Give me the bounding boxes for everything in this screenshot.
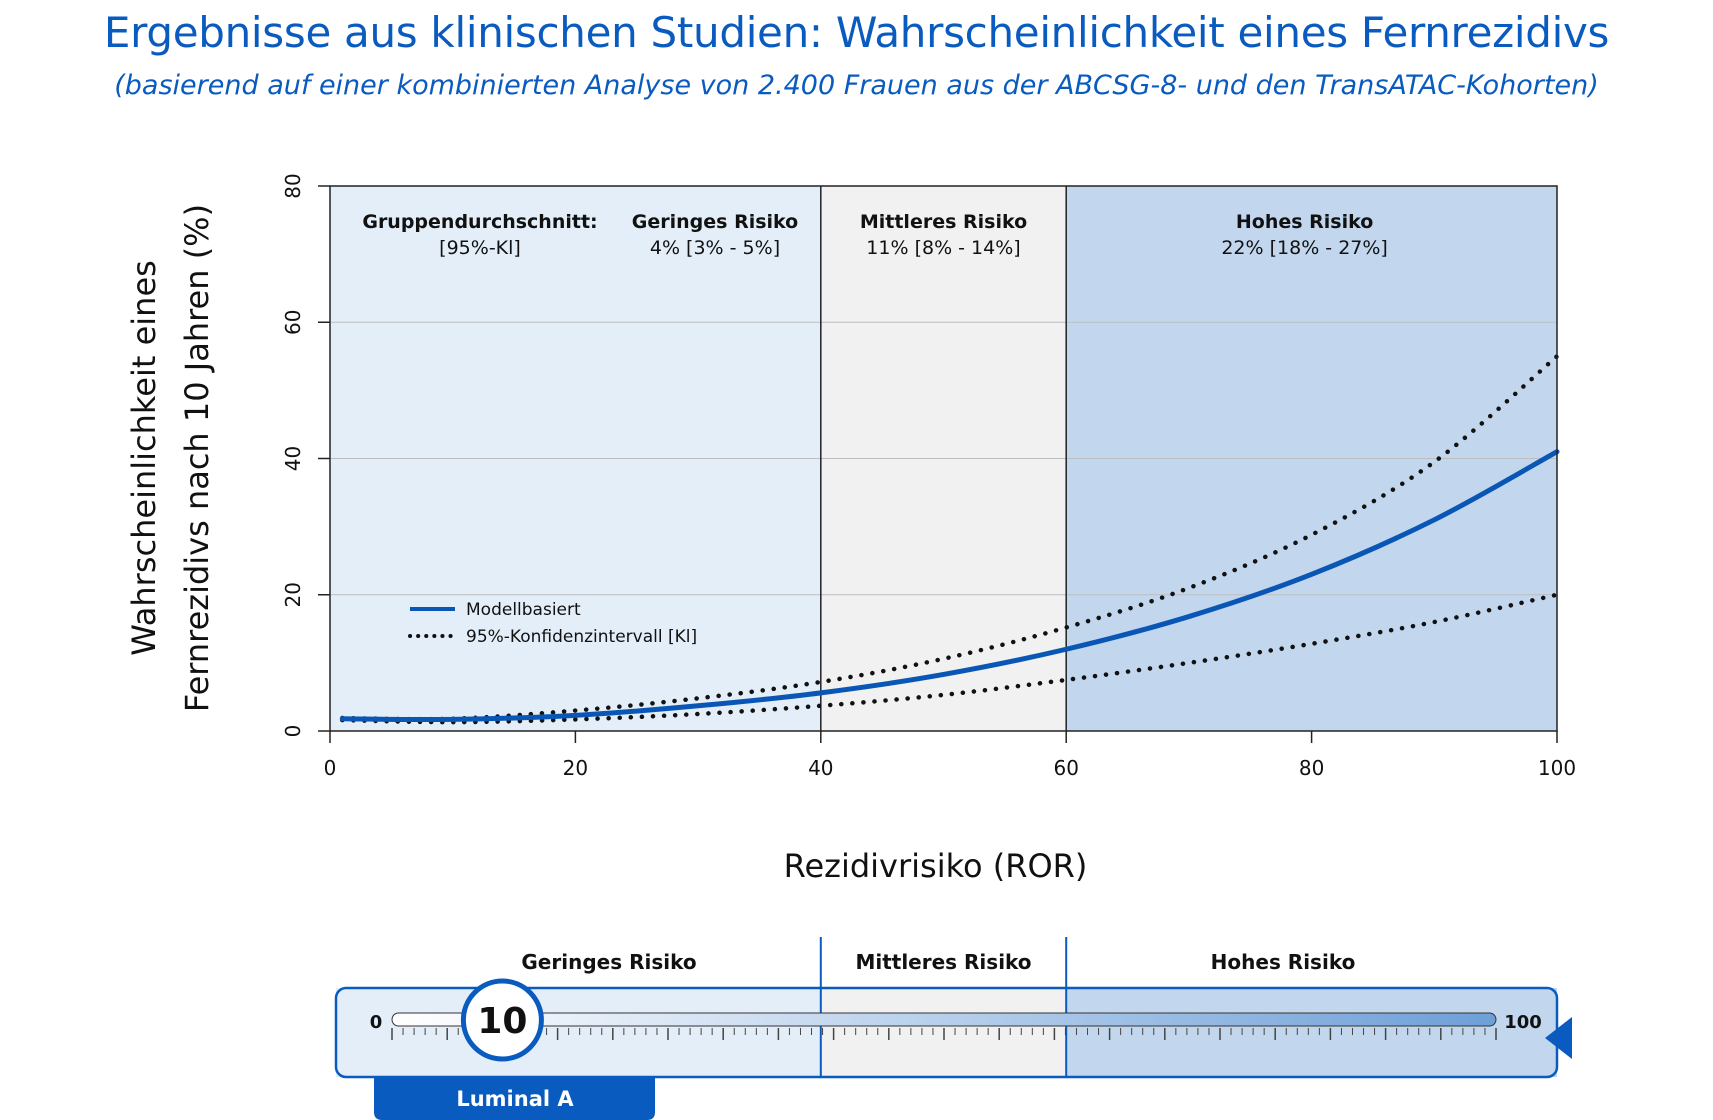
page-subtitle: (basierend auf einer kombinierten Analys… — [114, 70, 1599, 101]
scale-max-label: 100 — [1504, 1012, 1542, 1033]
zone-name-0: Geringes Risiko — [632, 211, 798, 233]
scale-zone-bg-2 — [1066, 988, 1557, 1077]
scale-arrow-icon — [1545, 1017, 1572, 1059]
zone-name-1: Mittleres Risiko — [860, 211, 1027, 233]
scale-bar — [391, 1012, 1497, 1027]
axes: 0 20 40 60 80 0 20 40 60 80 100 Rezidivrisiko (ROR)… — [125, 173, 1576, 885]
x-tick-label-0: 0 — [324, 756, 337, 780]
x-tick-label-40: 40 — [808, 756, 833, 780]
group-average-label: Gruppendurchschnitt: — [362, 211, 597, 233]
grid — [330, 321, 1557, 596]
y-tick-label-80: 80 — [281, 173, 305, 198]
y-axis-title-line-1: Wahrscheinlichkeit eines — [125, 260, 163, 656]
scale-zone-name-0: Geringes Risiko — [521, 950, 696, 974]
series — [339, 354, 1560, 725]
x-tick-label-20: 20 — [563, 756, 588, 780]
zone-dividers — [820, 186, 1067, 731]
legend-model-label: Modellbasiert — [466, 600, 581, 620]
group-average-ci-label: [95%-Kl] — [439, 237, 521, 259]
zone-labels: Gruppendurchschnitt: [95%-Kl] Geringes Ris… — [362, 211, 1387, 259]
x-axis-title: Rezidivrisiko (ROR) — [784, 847, 1088, 885]
zone-name-2: Hohes Risiko — [1236, 211, 1373, 233]
scale-zone-name-1: Mittleres Risiko — [855, 950, 1031, 974]
zone-value-0: 4% [3% - 5%] — [650, 237, 780, 259]
score-marker — [460, 978, 544, 1062]
series-model-line — [339, 449, 1560, 723]
page-title: Ergebnisse aus klinischen Studien: Wahrs… — [103, 8, 1610, 57]
subtype-label: Luminal A — [456, 1087, 574, 1111]
legend: Modellbasiert 95%-Konfidenzintervall [Kl] — [408, 600, 697, 647]
score-value: 10 — [477, 1001, 527, 1042]
y-tick-label-20: 20 — [281, 582, 305, 607]
y-axis-title-line-2: Fernrezidivs nach 10 Jahren (%) — [178, 204, 216, 712]
x-tick-label-80: 80 — [1299, 756, 1324, 780]
y-tick-label-40: 40 — [281, 446, 305, 471]
x-tick-label-100: 100 — [1538, 756, 1576, 780]
scale-min-label: 0 — [370, 1012, 383, 1033]
ror-scale: Geringes Risiko Mittleres Risiko Hohes Ris… — [334, 937, 1572, 1120]
legend-ci-label: 95%-Konfidenzintervall [Kl] — [466, 627, 697, 647]
y-tick-label-0: 0 — [281, 725, 305, 738]
scale-zone-bg-0 — [336, 988, 821, 1077]
subtype-tab — [374, 1077, 655, 1120]
zone-value-1: 11% [8% - 14%] — [866, 237, 1020, 259]
scale-zone-name-2: Hohes Risiko — [1211, 950, 1356, 974]
y-tick-label-60: 60 — [281, 310, 305, 335]
x-tick-label-60: 60 — [1053, 756, 1078, 780]
zone-value-2: 22% [18% - 27%] — [1221, 237, 1388, 259]
